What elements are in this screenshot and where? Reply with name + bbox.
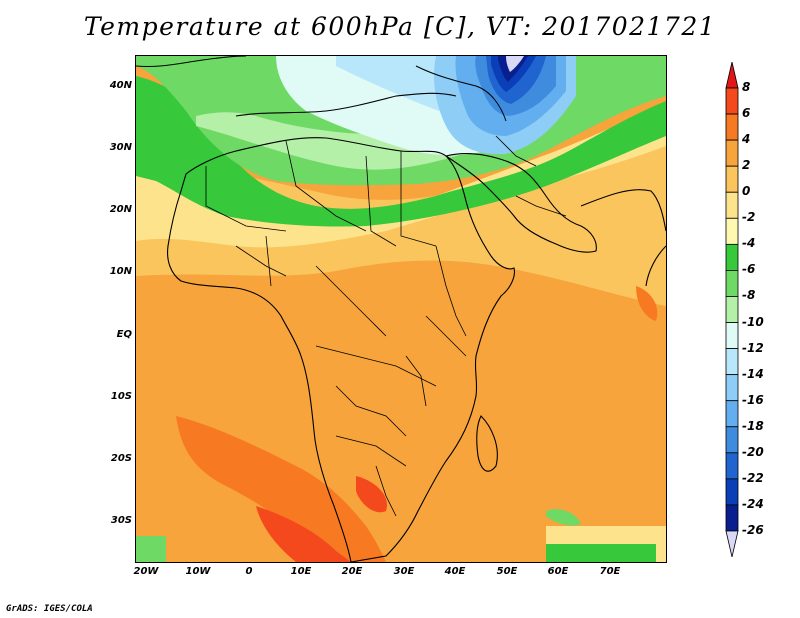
colorbar-tick-label: 6: [742, 106, 751, 121]
field-green-se: [546, 544, 656, 562]
colorbar-swatch: [725, 165, 739, 193]
colorbar-tick-label: -10: [742, 314, 764, 329]
lon-label-30e: 30E: [393, 566, 415, 577]
colorbar-tick-label: 4: [742, 132, 751, 147]
field-red-patch-south: [256, 506, 351, 562]
coastline-india: [645, 245, 666, 287]
coastline-africa: [167, 137, 515, 562]
colorbar-tick-label: -12: [742, 340, 764, 355]
colorbar-swatch: [725, 478, 739, 506]
lon-label-70e: 70E: [599, 566, 621, 577]
colorbar-swatch: [725, 322, 739, 349]
colorbar-swatch: [725, 452, 739, 480]
colorbar-swatch: [725, 217, 739, 245]
lat-label-30s: 30S: [110, 515, 132, 526]
coastline-mediterranean: [235, 92, 457, 117]
chart-title: Temperature at 600hPa [C], VT: 201702172…: [83, 12, 717, 41]
colorbar-tick-label: -4: [742, 236, 756, 251]
lon-label-50e: 50E: [496, 566, 518, 577]
colorbar-swatch: [725, 87, 739, 115]
colorbar-swatch: [725, 348, 739, 376]
colorbar-swatch: [725, 113, 739, 141]
field-orange-patch-east: [636, 286, 658, 321]
coastline-turkey: [415, 65, 507, 122]
field-red-patch-inland: [356, 476, 387, 513]
colorbar-top-arrow: [725, 62, 739, 89]
field-green-patch: [546, 509, 581, 526]
colorbar-tick-label: -8: [742, 288, 756, 303]
colorbar-tick-label: -2: [742, 210, 756, 225]
lon-label-40e: 40E: [444, 566, 466, 577]
lon-label-20w: 20W: [133, 566, 159, 577]
colorbar: [725, 62, 739, 557]
colorbar-tick-label: -14: [742, 366, 764, 381]
lon-label-10e: 10E: [290, 566, 312, 577]
colorbar-swatch: [725, 270, 739, 297]
coastline-madagascar: [476, 415, 498, 472]
colorbar-tick-label: -26: [742, 523, 764, 537]
field-orange-patch-south: [176, 416, 386, 562]
lon-label-10w: 10W: [185, 566, 211, 577]
field-coldest: [506, 56, 524, 72]
lon-label-60e: 60E: [547, 566, 569, 577]
colorbar-swatch: [725, 191, 739, 219]
colorbar-bottom-arrow: [725, 530, 739, 557]
colorbar-swatch: [725, 296, 739, 323]
lon-label-20e: 20E: [341, 566, 363, 577]
lat-label-10n: 10N: [109, 266, 132, 277]
colorbar-tick-label: -6: [742, 262, 756, 277]
colorbar-tick-label: -24: [742, 496, 764, 511]
field-green-sw: [136, 536, 166, 562]
lat-label-30n: 30N: [109, 142, 132, 153]
lat-label-eq: EQ: [116, 329, 132, 340]
colorbar-tick-label: -20: [742, 444, 764, 459]
colorbar-swatch: [725, 504, 739, 532]
colorbar-tick-label: -16: [742, 392, 764, 407]
colorbar-swatch: [725, 374, 739, 402]
coastline-europe: [136, 56, 247, 67]
colorbar-swatch: [725, 426, 739, 454]
credit-text: GrADS: IGES/COLA: [6, 604, 93, 614]
colorbar-tick-label: 8: [742, 80, 751, 94]
country-borders: [205, 135, 567, 517]
field-pale-green: [196, 112, 516, 170]
map-canvas: [136, 56, 666, 562]
lat-label-20n: 20N: [109, 204, 132, 215]
colorbar-swatch: [725, 243, 739, 271]
colorbar-tick-label: 2: [742, 158, 751, 173]
lon-label-0: 0: [245, 566, 253, 577]
lat-label-10s: 10S: [110, 391, 132, 402]
lat-label-20s: 20S: [110, 453, 132, 464]
colorbar-tick-label: 0: [742, 184, 751, 199]
temperature-map: [135, 55, 667, 563]
coastline-arabia: [444, 152, 597, 253]
colorbar-swatch: [725, 400, 739, 428]
colorbar-tick-label: -22: [742, 470, 764, 485]
field-green-band: [136, 76, 666, 227]
coastline-persia: [580, 189, 666, 232]
colorbar-swatch: [725, 139, 739, 167]
lat-label-40n: 40N: [109, 80, 132, 91]
colorbar-tick-label: -18: [742, 418, 764, 433]
